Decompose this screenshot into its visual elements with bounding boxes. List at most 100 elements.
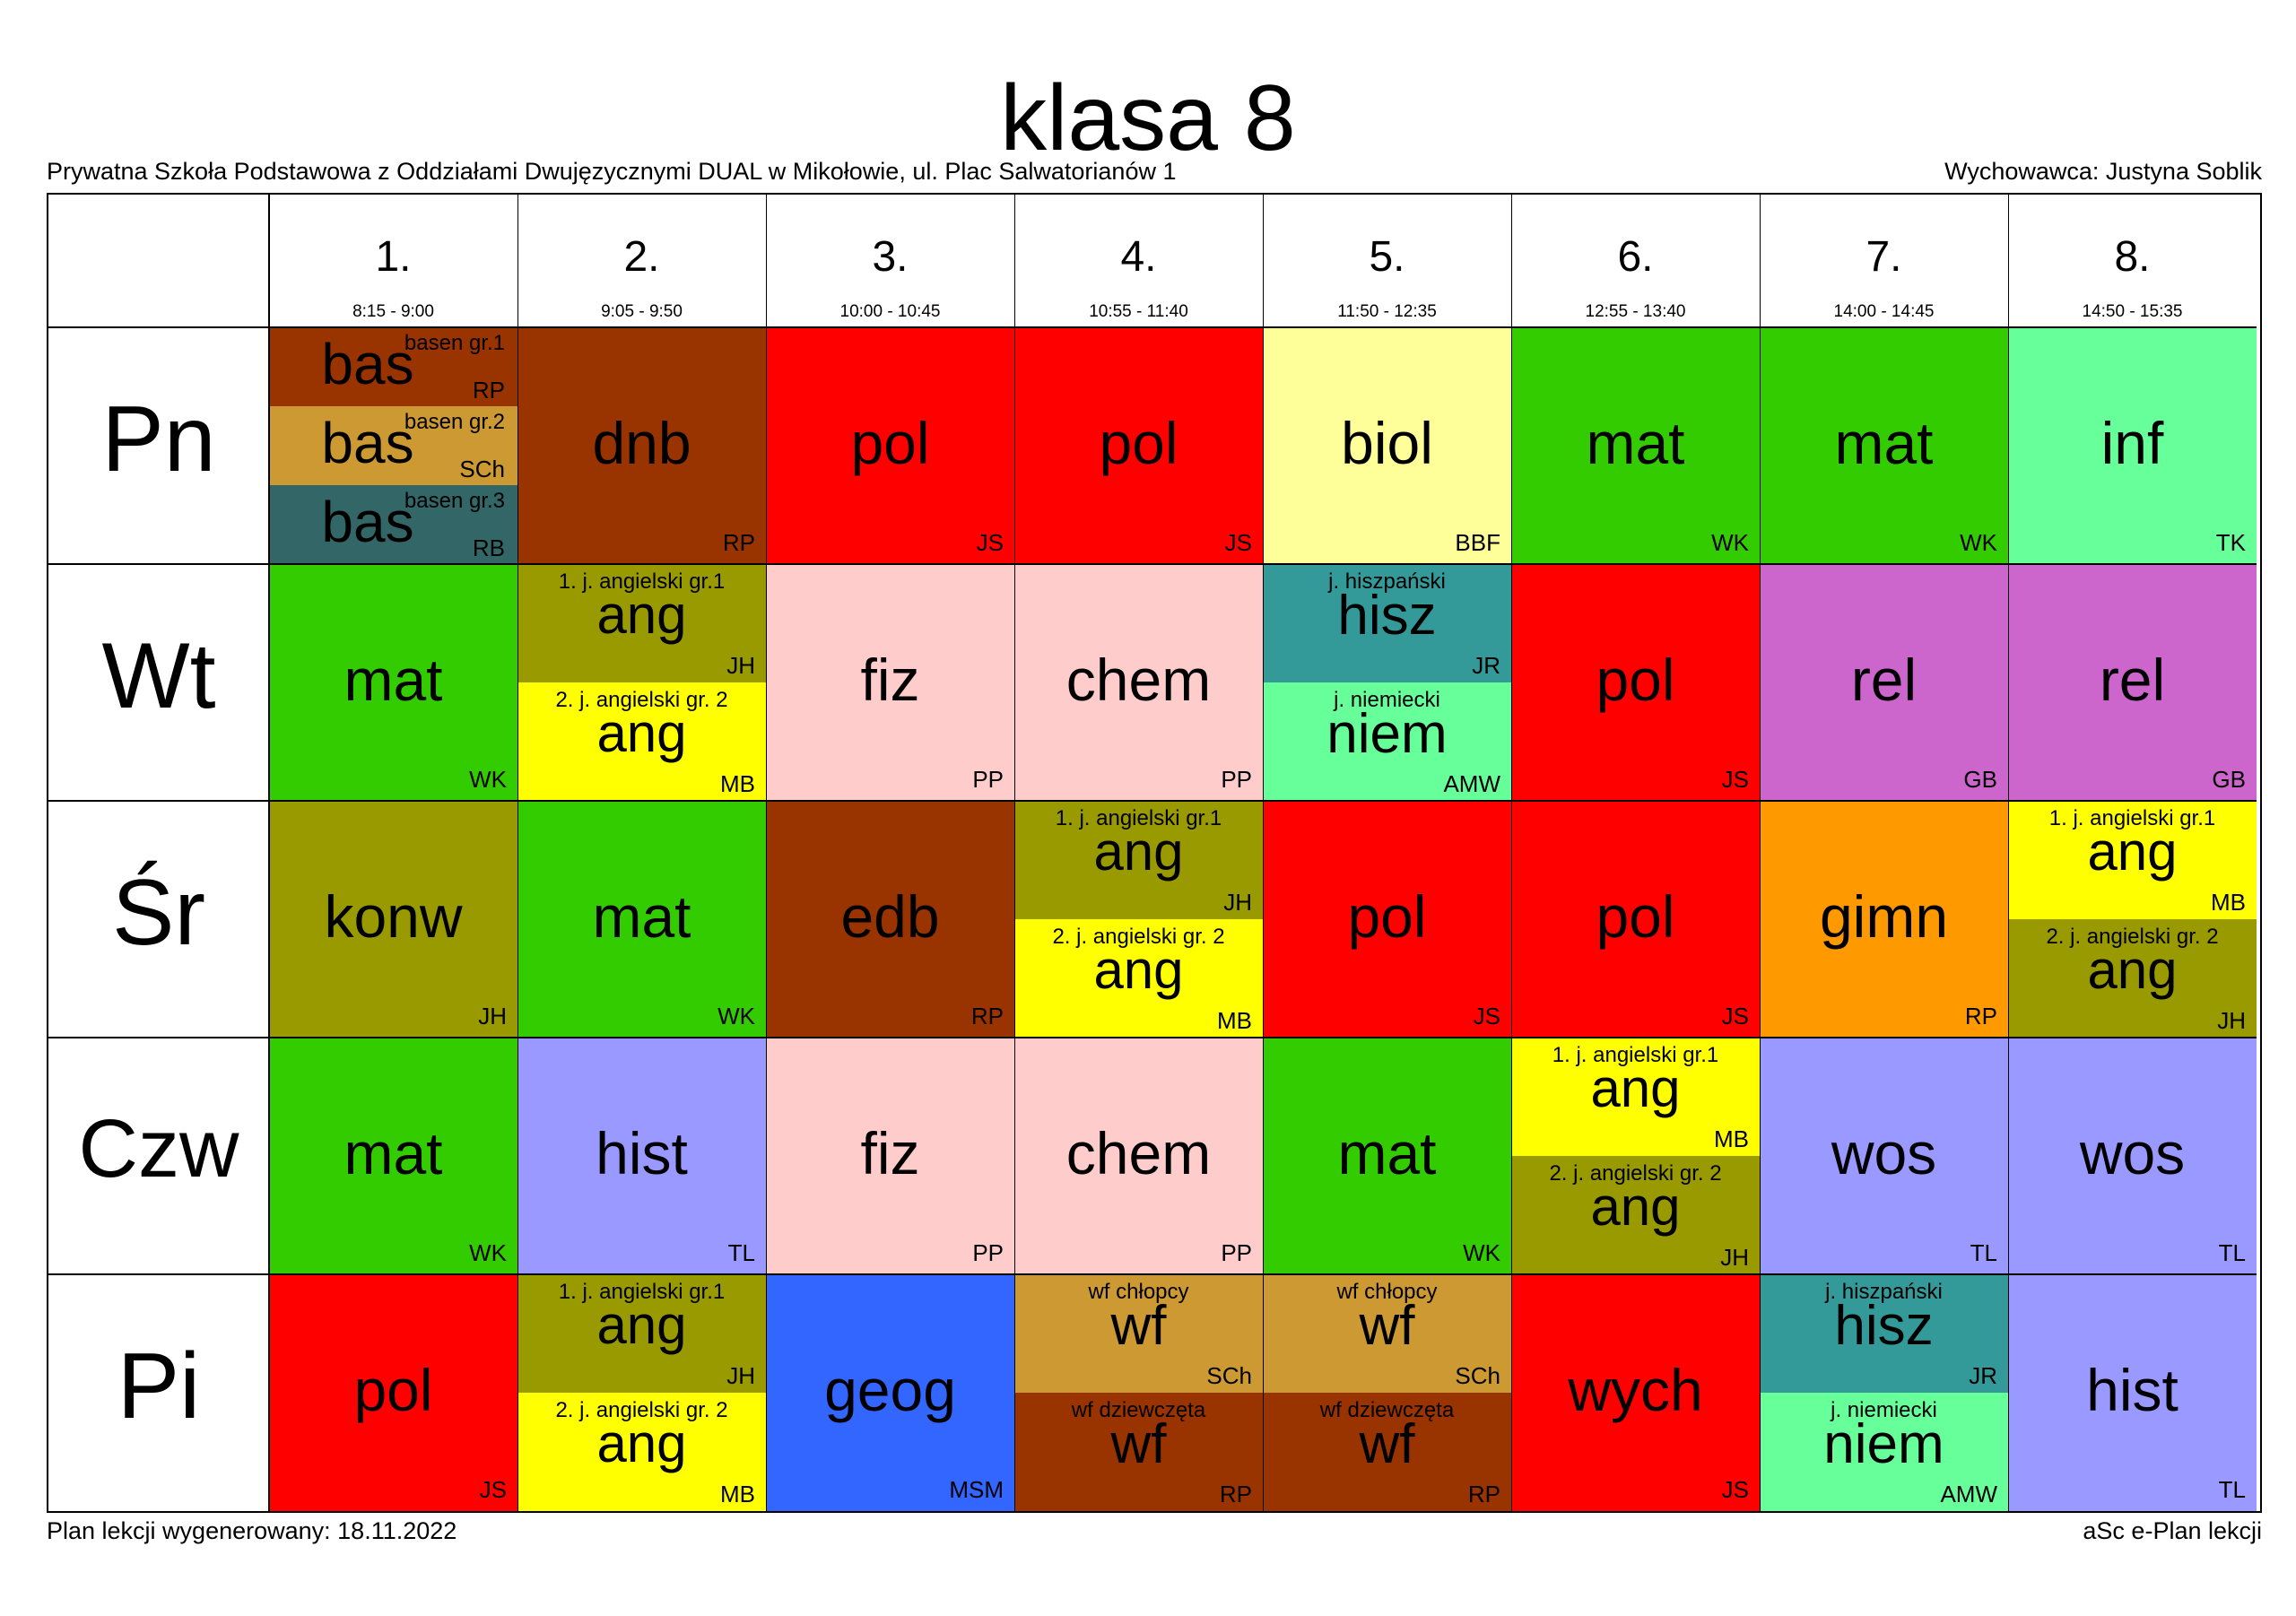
lesson-cell[interactable]: pol JS (1263, 801, 1511, 1038)
lesson-cell[interactable]: j. niemiecki niem AMW (1760, 1393, 2008, 1511)
lesson-teacher: JH (2217, 1007, 2246, 1034)
lesson-cell[interactable]: pol JS (1511, 564, 1760, 801)
lesson-teacher: JS (1721, 1003, 1749, 1030)
lesson-cell[interactable]: j. niemiecki niem AMW (1263, 682, 1511, 801)
lesson-cell[interactable]: 1. j. angielski gr.1 ang JH (517, 1274, 766, 1393)
lesson-cell[interactable]: basen gr.2 bas SCh (269, 406, 517, 485)
page-title: klasa 8 (1000, 66, 1296, 170)
lesson-teacher: SCh (1455, 1362, 1500, 1389)
lesson-teacher: TL (1970, 1239, 1997, 1266)
lesson-cell[interactable]: mat WK (1511, 327, 1760, 564)
lesson-cell[interactable]: fiz PP (766, 1038, 1014, 1274)
lesson-cell[interactable]: chem PP (1014, 564, 1263, 801)
lesson-cell[interactable]: 2. j. angielski gr. 2 ang MB (1014, 919, 1263, 1038)
lesson-cell[interactable]: j. hiszpański hisz JR (1263, 564, 1511, 682)
lesson-teacher: TL (2218, 1239, 2246, 1266)
lesson-teacher: BBF (1455, 529, 1500, 556)
grid-line (1511, 195, 1512, 1511)
lesson-cell[interactable]: 2. j. angielski gr. 2 ang MB (517, 682, 766, 801)
period-number: 7. (1866, 233, 1902, 281)
lesson-cell[interactable]: basen gr.1 bas RP (269, 327, 517, 406)
lesson-cell[interactable]: 2. j. angielski gr. 2 ang JH (2008, 919, 2257, 1038)
lesson-subject: ang (1093, 940, 1184, 1000)
lesson-subject: edb (840, 882, 940, 950)
period-number: 3. (872, 233, 909, 281)
grid-line (48, 1273, 2257, 1275)
lesson-cell[interactable]: 1. j. angielski gr.1 ang MB (1511, 1038, 1760, 1156)
lesson-cell[interactable]: konw JH (269, 801, 517, 1038)
period-time: 14:00 - 14:45 (1833, 302, 1935, 321)
day-name: Pi (117, 1334, 201, 1438)
lesson-cell[interactable]: wf dziewczęta wf RP (1263, 1393, 1511, 1511)
lesson-cell[interactable]: wf chłopcy wf SCh (1014, 1274, 1263, 1393)
grid-line (48, 563, 2257, 565)
lesson-group: basen gr.3 (404, 489, 505, 513)
lesson-group: 1. j. angielski gr.1 (1552, 1043, 1719, 1067)
lesson-cell[interactable]: basen gr.3 bas RB (269, 485, 517, 564)
lesson-cell[interactable]: wf dziewczęta wf RP (1014, 1393, 1263, 1511)
lesson-cell[interactable]: fiz PP (766, 564, 1014, 801)
lesson-cell[interactable]: inf TK (2008, 327, 2257, 564)
lesson-cell[interactable]: mat WK (269, 1038, 517, 1274)
lesson-cell[interactable]: biol BBF (1263, 327, 1511, 564)
lesson-cell[interactable]: geog MSM (766, 1274, 1014, 1511)
lesson-teacher: MB (2211, 889, 2246, 916)
lesson-cell[interactable]: wf chłopcy wf SCh (1263, 1274, 1511, 1393)
lesson-cell[interactable]: 2. j. angielski gr. 2 ang JH (1511, 1156, 1760, 1274)
lesson-cell[interactable]: mat WK (1263, 1038, 1511, 1274)
lesson-teacher: SCh (459, 456, 505, 482)
lesson-cell[interactable]: mat WK (269, 564, 517, 801)
period-number: 1. (375, 233, 412, 281)
lesson-cell[interactable]: rel GB (2008, 564, 2257, 801)
lesson-cell[interactable]: 1. j. angielski gr.1 ang JH (1014, 801, 1263, 919)
lesson-subject: wych (1568, 1356, 1703, 1423)
period-header: 1. 8:15 - 9:00 (269, 195, 517, 327)
lesson-cell[interactable]: 1. j. angielski gr.1 ang JH (517, 564, 766, 682)
period-header: 8. 14:50 - 15:35 (2008, 195, 2257, 327)
lesson-teacher: RB (472, 534, 505, 561)
lesson-cell[interactable]: pol JS (766, 327, 1014, 564)
lesson-teacher: WK (718, 1003, 755, 1030)
lesson-cell[interactable]: j. hiszpański hisz JR (1760, 1274, 2008, 1393)
lesson-subject: ang (1590, 1177, 1681, 1237)
lesson-cell[interactable]: pol JS (1511, 801, 1760, 1038)
lesson-subject: rel (2099, 646, 2166, 713)
lesson-subject: geog (824, 1356, 956, 1423)
school-name: Prywatna Szkoła Podstawowa z Oddziałami … (47, 158, 1177, 185)
lesson-teacher: JR (1969, 1362, 1997, 1389)
lesson-cell[interactable]: 2. j. angielski gr. 2 ang MB (517, 1393, 766, 1511)
day-label: Wt (48, 564, 269, 801)
lesson-teacher: JS (1721, 766, 1749, 793)
grid-line (48, 326, 2257, 328)
lesson-cell[interactable]: edb RP (766, 801, 1014, 1038)
period-time: 8:15 - 9:00 (352, 302, 434, 321)
lesson-cell[interactable]: dnb RP (517, 327, 766, 564)
lesson-cell[interactable]: wych JS (1511, 1274, 1760, 1511)
lesson-cell[interactable]: hist TL (2008, 1274, 2257, 1511)
lesson-cell[interactable]: wos TL (2008, 1038, 2257, 1274)
lesson-subject: ang (2087, 940, 2178, 1000)
lesson-group: basen gr.2 (404, 410, 505, 434)
lesson-cell[interactable]: pol JS (269, 1274, 517, 1511)
grid-line (766, 195, 767, 1511)
lesson-cell[interactable]: 1. j. angielski gr.1 ang MB (2008, 801, 2257, 919)
lesson-subject: konw (324, 882, 463, 950)
lesson-cell[interactable]: hist TL (517, 1038, 766, 1274)
lesson-cell[interactable]: wos TL (1760, 1038, 2008, 1274)
lesson-cell[interactable]: pol JS (1014, 327, 1263, 564)
lesson-group: 1. j. angielski gr.1 (558, 569, 726, 594)
period-number: 2. (623, 233, 660, 281)
lesson-teacher: RP (970, 1003, 1004, 1030)
lesson-teacher: TL (727, 1239, 755, 1266)
lesson-cell[interactable]: chem PP (1014, 1038, 1263, 1274)
lesson-cell[interactable]: rel GB (1760, 564, 2008, 801)
lesson-subject: mat (1586, 409, 1685, 476)
period-header: 2. 9:05 - 9:50 (517, 195, 766, 327)
period-number: 4. (1120, 233, 1157, 281)
lesson-teacher: JS (1473, 1003, 1500, 1030)
lesson-cell[interactable]: gimn RP (1760, 801, 2008, 1038)
lesson-subject: ang (2087, 821, 2178, 882)
lesson-subject: wf (1110, 1295, 1167, 1357)
lesson-cell[interactable]: mat WK (1760, 327, 2008, 564)
lesson-cell[interactable]: mat WK (517, 801, 766, 1038)
